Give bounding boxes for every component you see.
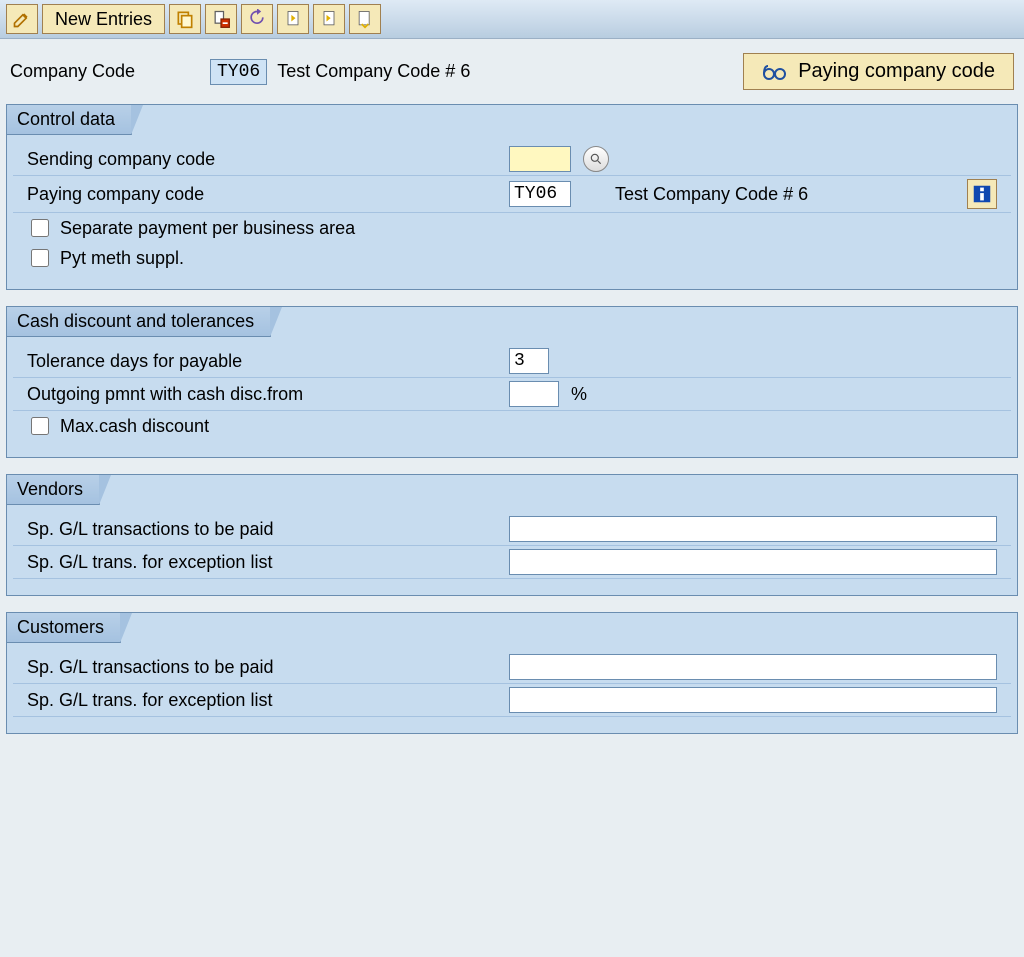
sending-cc-label: Sending company code <box>27 149 497 170</box>
outgoing-row: Outgoing pmnt with cash disc.from % <box>13 378 1011 411</box>
company-code-desc: Test Company Code # 6 <box>277 61 733 82</box>
tolerance-row: Tolerance days for payable <box>13 345 1011 378</box>
pyt-meth-row: Pyt meth suppl. <box>13 243 1011 273</box>
customers-exception-label: Sp. G/L trans. for exception list <box>27 690 497 711</box>
max-disc-checkbox[interactable] <box>31 417 49 435</box>
customers-exception-input[interactable] <box>509 687 997 713</box>
pyt-meth-checkbox[interactable] <box>31 249 49 267</box>
vendors-exception-input[interactable] <box>509 549 997 575</box>
control-data-group: Control data Sending company code Paying… <box>6 104 1018 290</box>
cash-discount-title: Cash discount and tolerances <box>7 307 271 337</box>
customers-paid-label: Sp. G/L transactions to be paid <box>27 657 497 678</box>
copy-button[interactable] <box>169 4 201 34</box>
header-row: Company Code TY06 Test Company Code # 6 … <box>0 39 1024 96</box>
doc-arrow-icon <box>355 9 375 29</box>
max-disc-label: Max.cash discount <box>60 416 209 437</box>
paying-cc-info-button[interactable] <box>967 179 997 209</box>
vendors-paid-label: Sp. G/L transactions to be paid <box>27 519 497 540</box>
paying-cc-input[interactable] <box>509 181 571 207</box>
tolerance-label: Tolerance days for payable <box>27 351 497 372</box>
new-entries-label: New Entries <box>55 9 152 30</box>
company-code-label: Company Code <box>10 61 200 82</box>
separate-payment-row: Separate payment per business area <box>13 213 1011 243</box>
tolerance-input[interactable] <box>509 348 549 374</box>
change-button[interactable] <box>6 4 38 34</box>
separate-payment-label: Separate payment per business area <box>60 218 355 239</box>
delete-icon <box>211 9 231 29</box>
copy-icon <box>175 9 195 29</box>
max-disc-row: Max.cash discount <box>13 411 1011 441</box>
separate-payment-checkbox[interactable] <box>31 219 49 237</box>
next-page-icon <box>319 9 339 29</box>
paying-cc-button-label: Paying company code <box>798 60 995 83</box>
customers-title: Customers <box>7 613 121 643</box>
paying-company-code-button[interactable]: Paying company code <box>743 53 1014 90</box>
glasses-icon <box>762 62 786 82</box>
customers-group: Customers Sp. G/L transactions to be pai… <box>6 612 1018 734</box>
delete-button[interactable] <box>205 4 237 34</box>
vendors-group: Vendors Sp. G/L transactions to be paid … <box>6 474 1018 596</box>
vendors-paid-input[interactable] <box>509 516 997 542</box>
undo-icon <box>247 9 267 29</box>
search-icon <box>589 152 603 166</box>
vendors-exception-row: Sp. G/L trans. for exception list <box>13 546 1011 579</box>
control-data-title: Control data <box>7 105 132 135</box>
pencil-icon <box>12 9 32 29</box>
paying-cc-row: Paying company code Test Company Code # … <box>13 176 1011 213</box>
outgoing-input[interactable] <box>509 381 559 407</box>
paying-cc-label: Paying company code <box>27 184 497 205</box>
vendors-title: Vendors <box>7 475 100 505</box>
sending-cc-search-help[interactable] <box>583 146 609 172</box>
info-icon <box>971 183 993 205</box>
company-code-value: TY06 <box>210 59 267 85</box>
new-entries-button[interactable]: New Entries <box>42 4 165 34</box>
customers-paid-row: Sp. G/L transactions to be paid <box>13 651 1011 684</box>
cash-discount-group: Cash discount and tolerances Tolerance d… <box>6 306 1018 458</box>
customers-exception-row: Sp. G/L trans. for exception list <box>13 684 1011 717</box>
sending-cc-row: Sending company code <box>13 143 1011 176</box>
pyt-meth-label: Pyt meth suppl. <box>60 248 184 269</box>
vendors-paid-row: Sp. G/L transactions to be paid <box>13 513 1011 546</box>
undo-button[interactable] <box>241 4 273 34</box>
vendors-exception-label: Sp. G/L trans. for exception list <box>27 552 497 573</box>
prev-button[interactable] <box>277 4 309 34</box>
outgoing-label: Outgoing pmnt with cash disc.from <box>27 384 497 405</box>
percent-label: % <box>571 384 587 405</box>
app-toolbar: New Entries <box>0 0 1024 39</box>
next-button[interactable] <box>313 4 345 34</box>
customers-paid-input[interactable] <box>509 654 997 680</box>
other-button[interactable] <box>349 4 381 34</box>
paying-cc-desc: Test Company Code # 6 <box>615 184 955 205</box>
prev-page-icon <box>283 9 303 29</box>
sending-cc-input[interactable] <box>509 146 571 172</box>
